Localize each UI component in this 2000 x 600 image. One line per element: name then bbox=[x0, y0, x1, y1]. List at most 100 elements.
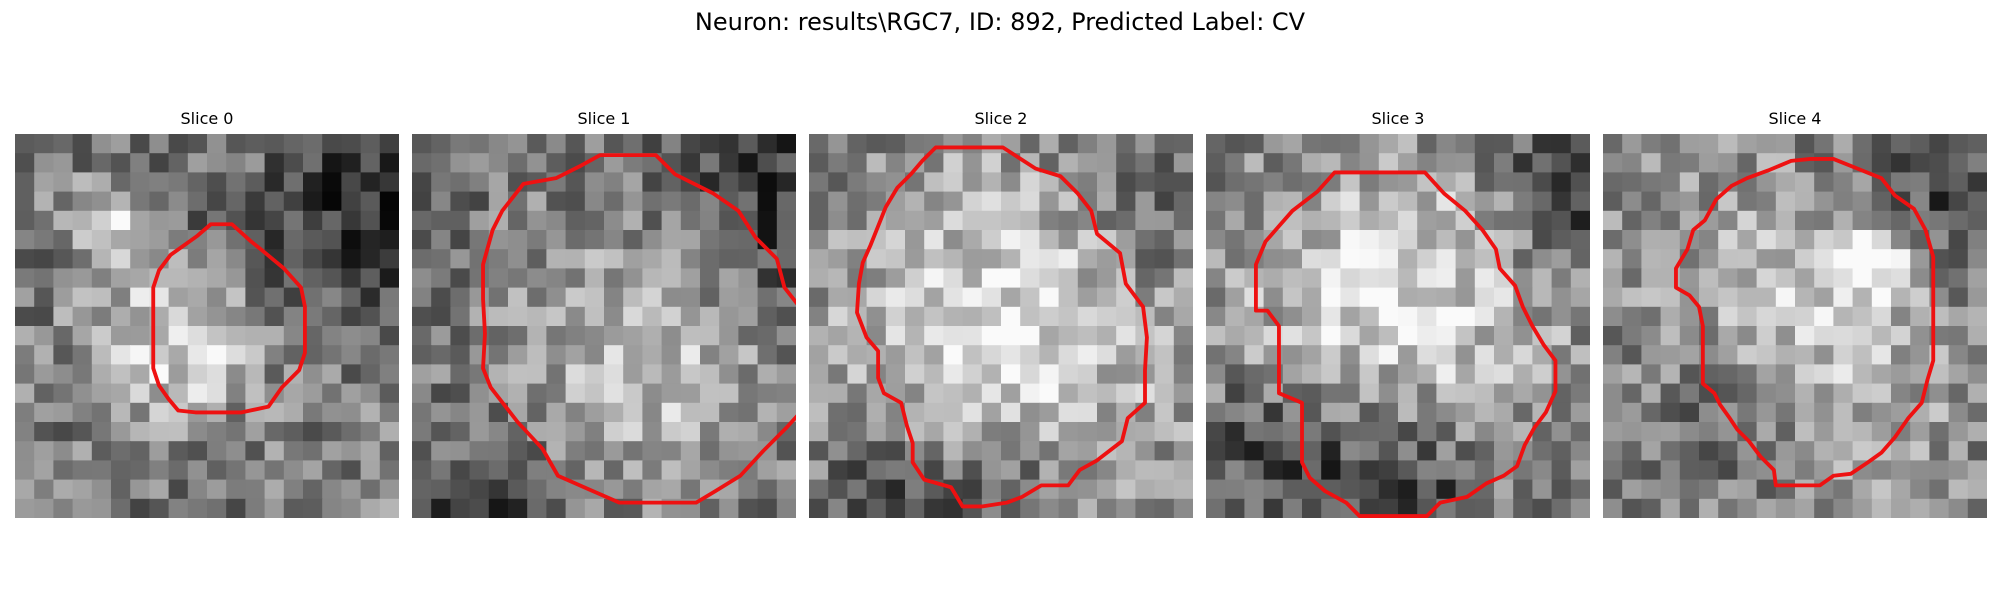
pixel bbox=[943, 153, 964, 174]
pixel bbox=[431, 479, 452, 500]
pixel bbox=[207, 479, 227, 500]
pixel bbox=[207, 153, 227, 174]
pixel bbox=[1302, 210, 1322, 231]
pixel bbox=[1244, 498, 1265, 518]
pixel bbox=[809, 383, 829, 404]
pixel bbox=[962, 210, 983, 231]
pixel bbox=[1929, 210, 1950, 231]
pixel bbox=[15, 345, 35, 366]
pixel bbox=[91, 364, 112, 385]
pixel bbox=[776, 364, 796, 385]
pixel bbox=[623, 172, 644, 193]
pixel bbox=[1206, 441, 1226, 462]
pixel bbox=[680, 422, 701, 442]
pixel bbox=[1206, 306, 1226, 327]
pixel bbox=[1077, 287, 1098, 308]
pixel bbox=[565, 134, 586, 154]
pixel bbox=[469, 498, 490, 518]
pixel bbox=[360, 345, 381, 366]
pixel bbox=[1814, 153, 1835, 174]
pixel bbox=[1494, 172, 1514, 193]
pixel bbox=[1039, 306, 1060, 327]
pixel bbox=[661, 422, 682, 442]
pixel bbox=[1359, 402, 1380, 423]
pixel bbox=[130, 345, 151, 366]
pixel bbox=[1020, 364, 1041, 385]
pixel bbox=[1833, 268, 1854, 289]
pixel bbox=[1551, 134, 1572, 154]
pixel bbox=[245, 498, 266, 518]
pixel bbox=[360, 268, 381, 289]
pixel bbox=[1699, 153, 1719, 174]
pixel bbox=[412, 498, 432, 518]
pixel bbox=[866, 191, 887, 212]
pixel bbox=[431, 249, 452, 270]
pixel bbox=[1756, 326, 1777, 346]
pixel bbox=[469, 345, 490, 366]
pixel bbox=[1282, 402, 1303, 423]
pixel bbox=[1737, 268, 1758, 289]
pixel bbox=[341, 498, 362, 518]
pixel bbox=[1756, 172, 1777, 193]
pixel bbox=[1116, 345, 1137, 366]
pixel bbox=[1302, 479, 1322, 500]
pixel bbox=[700, 422, 720, 442]
pixel bbox=[847, 364, 868, 385]
pixel bbox=[680, 383, 701, 404]
pixel bbox=[379, 422, 399, 442]
pixel bbox=[1282, 345, 1303, 366]
pixel bbox=[450, 422, 471, 442]
pixel bbox=[1603, 460, 1623, 481]
pixel bbox=[1891, 383, 1911, 404]
pixel bbox=[1833, 422, 1854, 442]
pixel bbox=[924, 249, 945, 270]
pixel bbox=[776, 441, 796, 462]
pixel bbox=[379, 306, 399, 327]
pixel bbox=[1871, 498, 1892, 518]
pixel bbox=[1795, 479, 1815, 500]
pixel bbox=[72, 210, 93, 231]
pixel bbox=[1116, 153, 1137, 174]
pixel bbox=[623, 153, 644, 174]
pixel bbox=[1910, 306, 1931, 327]
pixel bbox=[1679, 402, 1700, 423]
pixel bbox=[546, 422, 567, 442]
pixel bbox=[943, 268, 964, 289]
pixel bbox=[1244, 172, 1265, 193]
pixel bbox=[1494, 460, 1514, 481]
pixel bbox=[1775, 191, 1796, 212]
pixel bbox=[130, 153, 151, 174]
pixel bbox=[72, 498, 93, 518]
pixel bbox=[1225, 210, 1246, 231]
pixel bbox=[1244, 153, 1265, 174]
pixel bbox=[623, 210, 644, 231]
pixel bbox=[924, 460, 945, 481]
pixel bbox=[866, 479, 887, 500]
pixel bbox=[1135, 249, 1156, 270]
pixel bbox=[1436, 172, 1457, 193]
pixel bbox=[1699, 287, 1719, 308]
pixel bbox=[226, 364, 247, 385]
pixel bbox=[1058, 422, 1079, 442]
pixel bbox=[1244, 230, 1265, 250]
pixel bbox=[303, 249, 323, 270]
pixel bbox=[1948, 249, 1969, 270]
pixel bbox=[1699, 172, 1719, 193]
pixel bbox=[1814, 191, 1835, 212]
pixel bbox=[1718, 134, 1739, 154]
pixel bbox=[1603, 441, 1623, 462]
pixel bbox=[1910, 345, 1931, 366]
pixel bbox=[168, 191, 189, 212]
pixel bbox=[91, 460, 112, 481]
pixel bbox=[72, 134, 93, 154]
pixel bbox=[15, 383, 35, 404]
pixel bbox=[1603, 498, 1623, 518]
pixel bbox=[584, 306, 605, 327]
pixel bbox=[1436, 422, 1457, 442]
pixel bbox=[1795, 287, 1815, 308]
pixel bbox=[1756, 287, 1777, 308]
pixel bbox=[72, 287, 93, 308]
pixel bbox=[1173, 498, 1193, 518]
pixel bbox=[1551, 249, 1572, 270]
pixel bbox=[1077, 479, 1098, 500]
